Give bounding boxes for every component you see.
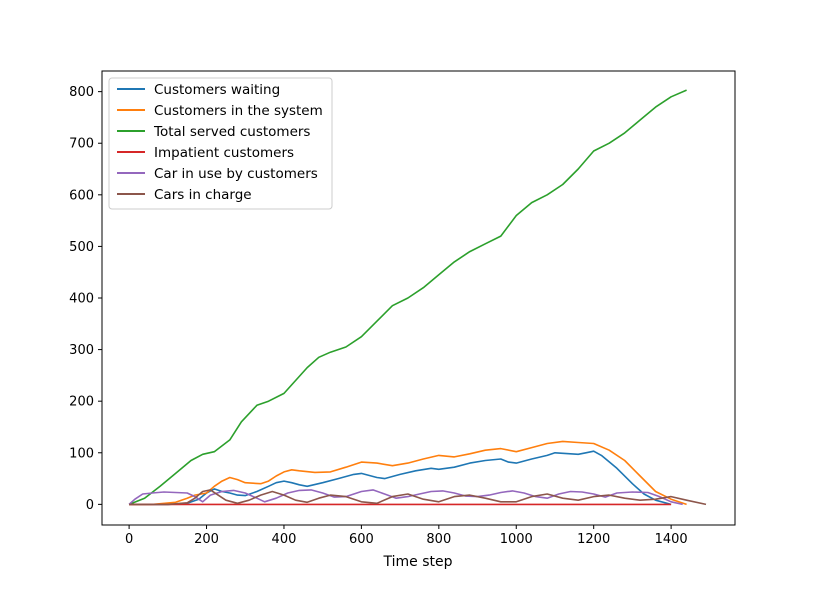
series-line-4 [128,489,683,506]
series-line-2 [128,89,687,506]
x-tick-label: 0 [125,532,133,547]
x-tick-label: 1000 [500,532,533,547]
x-tick-label: 800 [426,532,451,547]
x-tick-label: 200 [194,532,219,547]
legend-label-5: Cars in charge [154,187,252,203]
legend: Customers waiting Customers in the system… [108,77,333,210]
x-axis-label: Time step [383,554,453,570]
series-lines [128,89,707,506]
y-tick-label: 0 [86,498,94,513]
x-tick-label: 400 [272,532,297,547]
series-line-5 [129,489,707,506]
legend-label-4: Car in use by customers [154,166,318,182]
legend-label-0: Customers waiting [154,82,280,98]
legend-label-2: Total served customers [153,124,310,140]
x-axis: 0 200 400 600 800 1000 1200 1400 [125,525,688,547]
legend-label-1: Customers in the system [154,103,323,119]
y-tick-label: 600 [69,188,94,203]
x-tick-label: 600 [349,532,374,547]
legend-label-3: Impatient customers [154,145,294,161]
y-tick-label: 400 [69,292,94,307]
y-tick-label: 500 [69,240,94,255]
y-tick-label: 800 [69,85,94,100]
y-axis: 0 100 200 300 400 500 600 700 800 [69,85,102,513]
x-tick-label: 1200 [577,532,610,547]
x-tick-label: 1400 [655,532,688,547]
series-line-1 [129,440,687,506]
y-tick-label: 100 [69,446,94,461]
legend-box [108,77,333,210]
y-tick-label: 200 [69,395,94,410]
series-line-0 [129,450,672,506]
y-tick-label: 700 [69,137,94,152]
y-tick-label: 300 [69,343,94,358]
